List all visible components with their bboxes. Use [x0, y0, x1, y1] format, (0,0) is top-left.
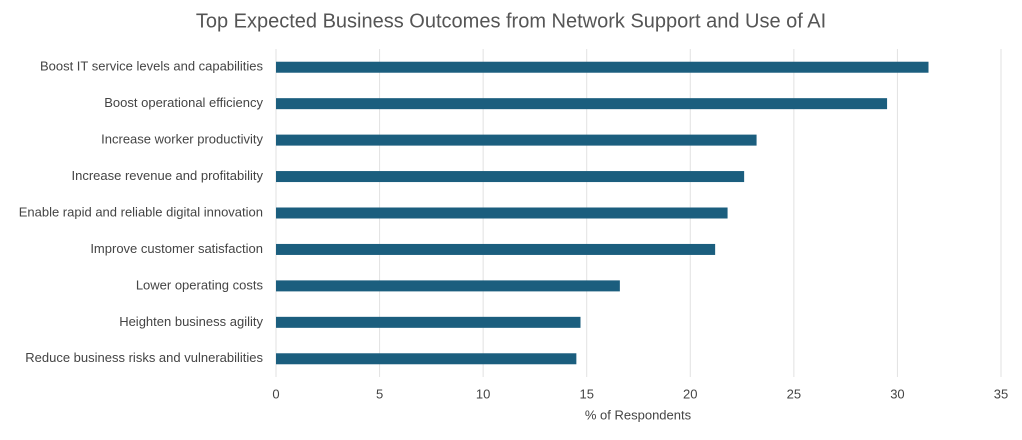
x-tick-label: 25	[787, 386, 801, 401]
bar	[276, 353, 577, 365]
y-tick-label: Increase worker productivity	[101, 132, 263, 147]
y-tick-label: Boost IT service levels and capabilities	[40, 59, 264, 74]
x-tick-label: 10	[476, 386, 490, 401]
y-tick-label: Enable rapid and reliable digital innova…	[19, 204, 263, 219]
x-tick-label: 35	[994, 386, 1008, 401]
x-axis-label: % of Respondents	[585, 407, 692, 422]
chart-title: Top Expected Business Outcomes from Netw…	[196, 10, 826, 32]
bar	[276, 280, 620, 292]
bar	[276, 207, 728, 219]
bar	[276, 243, 716, 255]
y-tick-label: Boost operational efficiency	[104, 95, 263, 110]
bar	[276, 134, 757, 146]
bar	[276, 171, 745, 183]
y-tick-label: Heighten business agility	[119, 314, 263, 329]
x-tick-label: 30	[890, 386, 904, 401]
bar	[276, 61, 929, 73]
x-tick-label: 20	[683, 386, 697, 401]
bar	[276, 98, 888, 110]
y-tick-label: Improve customer satisfaction	[90, 241, 263, 256]
x-tick-label: 5	[376, 386, 383, 401]
x-tick-label: 0	[272, 386, 279, 401]
y-tick-label: Lower operating costs	[136, 277, 264, 292]
y-tick-label: Increase revenue and profitability	[71, 168, 263, 183]
y-tick-label: Reduce business risks and vulnerabilitie…	[25, 350, 263, 365]
bar	[276, 316, 581, 328]
x-tick-label: 15	[579, 386, 593, 401]
